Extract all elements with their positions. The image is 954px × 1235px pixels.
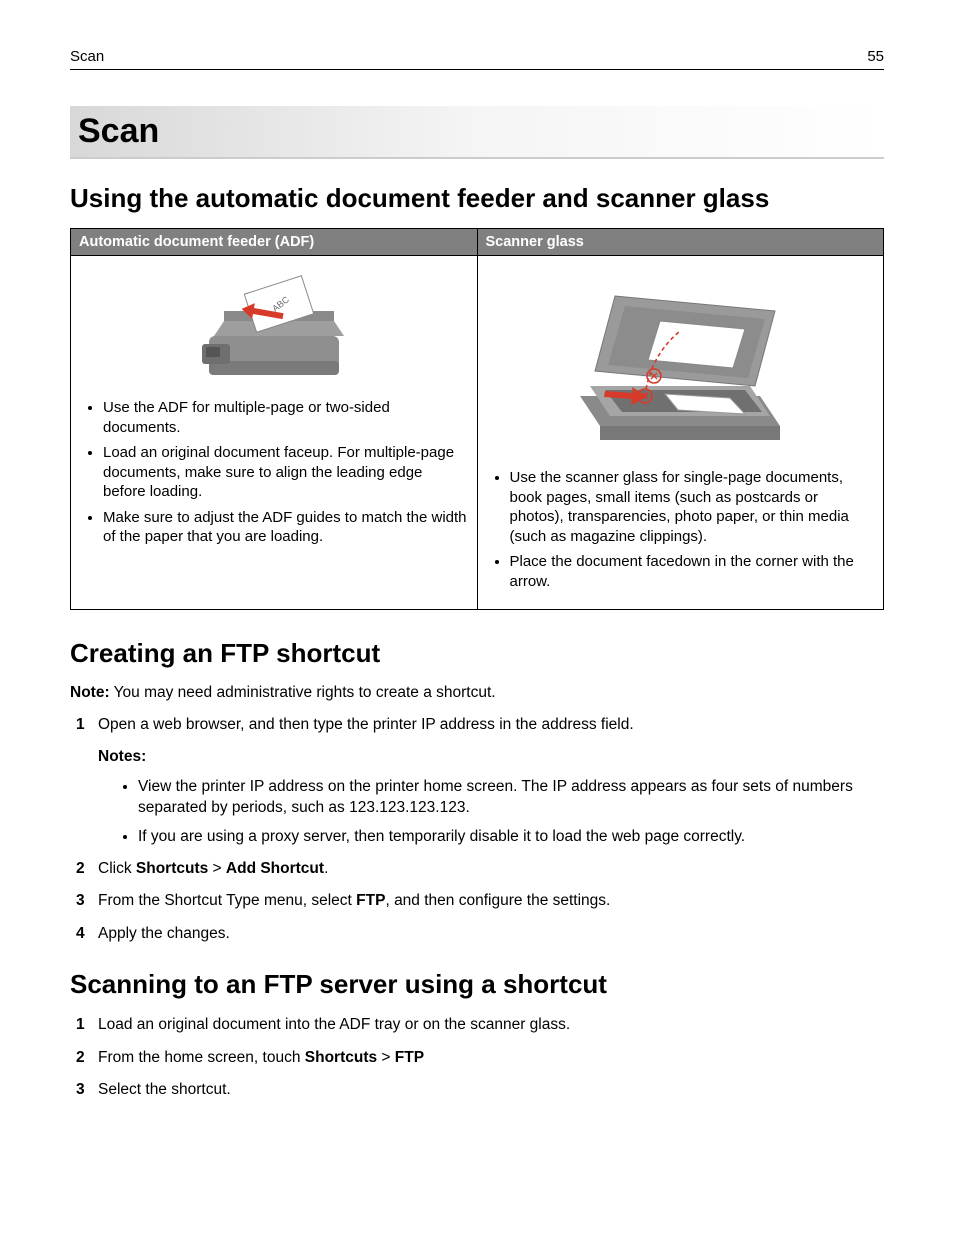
section2-note: Note: You may need administrative rights… xyxy=(70,683,884,704)
list-item: If you are using a proxy server, then te… xyxy=(138,827,884,848)
running-header: Scan 55 xyxy=(70,48,884,70)
adf-bullet-list: Use the ADF for multiple-page or two-sid… xyxy=(79,398,469,547)
list-item: Make sure to adjust the ADF guides to ma… xyxy=(103,508,469,547)
scanner-glass-illustration xyxy=(486,266,876,460)
step-1: Load an original document into the ADF t… xyxy=(70,1014,884,1036)
ftp-label: FTP xyxy=(356,892,385,909)
note-label: Note: xyxy=(70,684,110,701)
section3-steps: Load an original document into the ADF t… xyxy=(70,1014,884,1101)
step-text: Load an original document into the ADF t… xyxy=(98,1016,570,1033)
step-text-pre: From the Shortcut Type menu, select xyxy=(98,892,356,909)
step1-notes-list: View the printer IP address on the print… xyxy=(98,777,884,848)
list-item: Use the ADF for multiple-page or two-sid… xyxy=(103,398,469,437)
step-2: From the home screen, touch Shortcuts > … xyxy=(70,1047,884,1069)
step-text-pre: From the home screen, touch xyxy=(98,1049,305,1066)
notes-label: Notes: xyxy=(98,746,884,768)
list-item: Use the scanner glass for single-page do… xyxy=(510,468,876,546)
step-3: From the Shortcut Type menu, select FTP,… xyxy=(70,890,884,912)
section2-heading: Creating an FTP shortcut xyxy=(70,638,884,669)
list-item: View the printer IP address on the print… xyxy=(138,777,884,819)
document-page: Scan 55 Scan Using the automatic documen… xyxy=(0,0,954,1171)
ftp-label: FTP xyxy=(395,1049,424,1066)
step-4: Apply the changes. xyxy=(70,923,884,945)
scanner-glass-bullet-list: Use the scanner glass for single-page do… xyxy=(486,468,876,591)
table-header-adf: Automatic document feeder (ADF) xyxy=(71,229,478,256)
section1-heading: Using the automatic document feeder and … xyxy=(70,183,884,214)
step-text: Select the shortcut. xyxy=(98,1081,231,1098)
step-3: Select the shortcut. xyxy=(70,1079,884,1101)
chapter-title: Scan xyxy=(70,106,884,159)
section3-heading: Scanning to an FTP server using a shortc… xyxy=(70,969,884,1000)
step-text-pre: Click xyxy=(98,860,136,877)
step-2: Click Shortcuts > Add Shortcut. xyxy=(70,858,884,880)
step-text-post: . xyxy=(324,860,328,877)
shortcuts-label: Shortcuts xyxy=(305,1049,377,1066)
shortcuts-label: Shortcuts xyxy=(136,860,208,877)
step-text: Apply the changes. xyxy=(98,925,230,942)
note-text: You may need administrative rights to cr… xyxy=(110,684,496,701)
adf-scanner-table: Automatic document feeder (ADF) Scanner … xyxy=(70,228,884,610)
gt-separator: > xyxy=(377,1049,395,1066)
table-cell-adf: ABC Use the ADF for multiple-page or two… xyxy=(71,256,478,610)
step-1: Open a web browser, and then type the pr… xyxy=(70,714,884,848)
add-shortcut-label: Add Shortcut xyxy=(226,860,324,877)
step-text: Open a web browser, and then type the pr… xyxy=(98,716,634,733)
table-header-scanner-glass: Scanner glass xyxy=(477,229,884,256)
section2-steps: Open a web browser, and then type the pr… xyxy=(70,714,884,945)
header-section: Scan xyxy=(70,48,104,65)
gt-separator: > xyxy=(208,860,226,877)
list-item: Load an original document faceup. For mu… xyxy=(103,443,469,502)
list-item: Place the document facedown in the corne… xyxy=(510,552,876,591)
step-text-post: , and then configure the settings. xyxy=(385,892,610,909)
adf-illustration: ABC xyxy=(79,266,469,390)
table-cell-scanner-glass: Use the scanner glass for single-page do… xyxy=(477,256,884,610)
header-page-number: 55 xyxy=(867,48,884,65)
